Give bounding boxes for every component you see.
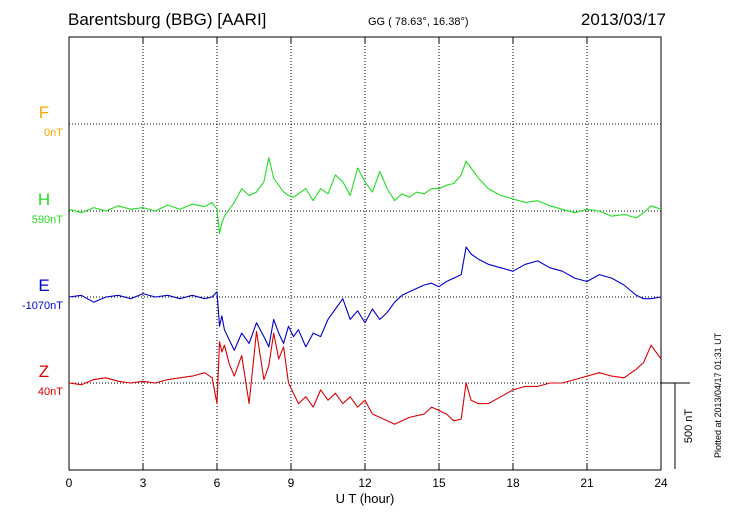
component-Z-baseline: 40nT [38, 386, 63, 398]
x-tick-label: 6 [214, 476, 221, 490]
component-F-baseline: 0nT [44, 127, 63, 139]
x-tick-label: 3 [140, 476, 147, 490]
series-H-line [68, 157, 662, 234]
grid-lines [69, 37, 661, 470]
x-axis-label: U T (hour) [336, 491, 395, 506]
x-tick-label: 9 [288, 476, 295, 490]
component-F-label: F [39, 103, 49, 122]
x-tick-label: 21 [580, 476, 594, 490]
x-tick-label: 15 [432, 476, 446, 490]
x-tick-label: 24 [654, 476, 668, 490]
scale-bar-label: 500 nT [683, 409, 695, 444]
plotted-timestamp: Plotted at 2013/04/17 01:31 UT [713, 332, 723, 458]
geo-coordinates: GG ( 78.63°, 16.38°) [368, 16, 469, 28]
component-E-baseline: -1070nT [22, 300, 63, 312]
scale-bar: 500 nT [661, 382, 695, 469]
series-labels: F 0nT H 590nT E -1070nT Z 40nT [22, 103, 63, 398]
component-E-label: E [38, 276, 49, 295]
component-H-baseline: 590nT [32, 214, 63, 226]
x-tick-label: 18 [506, 476, 520, 490]
x-tick-label: 0 [66, 476, 73, 490]
component-Z-label: Z [39, 362, 49, 381]
series-E-line [68, 246, 662, 351]
date-label: 2013/03/17 [580, 10, 666, 29]
component-H-label: H [38, 190, 50, 209]
station-title: Barentsburg (BBG) [AARI] [68, 10, 267, 29]
x-axis-ticks: 0 3 6 9 12 15 18 21 24 [66, 37, 668, 490]
series-group [68, 157, 662, 425]
x-tick-label: 12 [358, 476, 372, 490]
series-Z-line [68, 330, 662, 425]
